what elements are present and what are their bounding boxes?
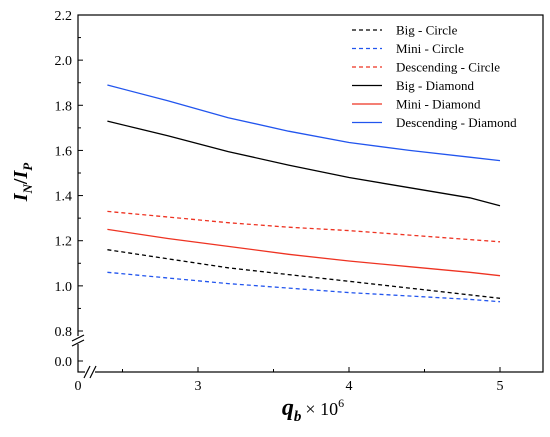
y-break-gap xyxy=(72,336,84,344)
legend: Big - Circle Mini - Circle Descending - Ci… xyxy=(352,23,517,130)
legend-label: Mini - Circle xyxy=(396,41,464,56)
x-tick-label: 3 xyxy=(195,379,202,394)
plot-frame xyxy=(77,14,544,373)
legend-label: Big - Circle xyxy=(396,23,458,38)
series-line-big-circle xyxy=(107,249,501,299)
y-tick-label: 0.8 xyxy=(55,325,73,340)
y-tick-label: 2.2 xyxy=(55,9,73,24)
svg-text:IN/IP: IN/IP xyxy=(10,162,35,203)
legend-label: Descending - Diamond xyxy=(396,115,517,130)
y-tick-label: 0.0 xyxy=(55,355,73,370)
svg-text:qb× 106: qb × 106 xyxy=(282,395,344,425)
series-line-mini-circle xyxy=(107,271,501,303)
y-break-mark xyxy=(71,339,85,347)
x-tick-label: 5 xyxy=(497,379,504,394)
x-tick-label: 4 xyxy=(346,379,353,394)
y-tick-label: 1.4 xyxy=(55,190,73,205)
series-line-descending-circle xyxy=(107,210,501,243)
axes: 0.0 0.8 1.0 1.2 1.4 1.6 1.8 2.0 2.2 0 3 4 5 xyxy=(55,9,544,394)
y-tick-label: 1.2 xyxy=(55,235,73,250)
x-break-mark xyxy=(83,365,91,379)
y-tick-label: 1.0 xyxy=(55,280,73,295)
x-axis-title: qb × 106 xyxy=(282,395,344,425)
legend-label: Big - Diamond xyxy=(396,78,474,93)
y-axis-title: IN/IP xyxy=(10,162,35,203)
y-tick-label: 1.6 xyxy=(55,144,73,159)
x-tick-label: 0 xyxy=(75,379,82,394)
legend-label: Descending - Circle xyxy=(396,60,500,75)
series-line-mini-diamond xyxy=(107,228,501,277)
series-layer xyxy=(107,84,501,303)
legend-label: Mini - Diamond xyxy=(396,97,481,112)
series-line-descending-diamond xyxy=(107,84,501,162)
series-line-big-diamond xyxy=(107,120,501,207)
y-tick-label: 2.0 xyxy=(55,54,73,69)
x-break-mark xyxy=(89,365,97,379)
y-break-mark xyxy=(71,334,85,342)
y-tick-label: 1.8 xyxy=(55,99,73,114)
x-break-gap xyxy=(85,366,95,378)
